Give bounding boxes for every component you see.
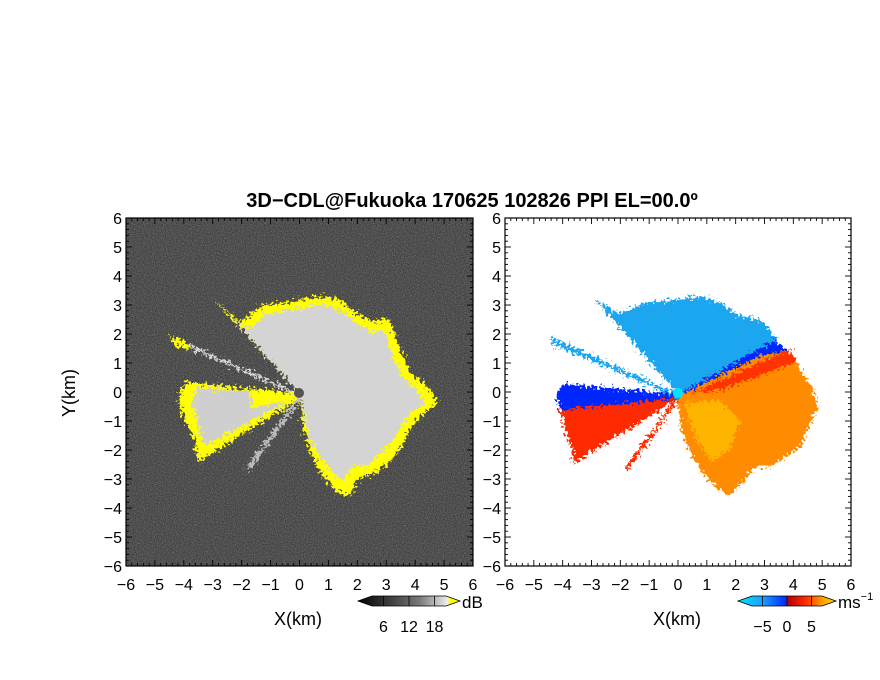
left-x-tick-label: 0	[295, 577, 304, 594]
left-x-tick-label: −2	[233, 577, 251, 594]
left-west-core	[250, 388, 300, 408]
left-x-tick-label: 5	[440, 577, 449, 594]
right-y-tick-label: −6	[483, 559, 501, 576]
left-echo-body	[232, 304, 426, 480]
right-y-tick-label: 3	[492, 298, 501, 315]
right-colorbar-tick-label: −5	[753, 619, 771, 636]
figure-title: 3D−CDL@Fukuoka 170625 102826 PPI EL=00.0…	[246, 190, 698, 212]
right-velocity-field	[548, 296, 818, 496]
right-y-tick-label: −5	[483, 530, 501, 547]
right-x-tick-label: 6	[847, 577, 856, 594]
left-y-tick-label: 3	[113, 298, 122, 315]
right-x-tick-label: 2	[731, 577, 740, 594]
left-x-tick-label: −4	[175, 577, 193, 594]
left-colorbar-unit: dB	[462, 593, 483, 612]
left-x-tick-label: −6	[117, 577, 135, 594]
right-southeast-red-edge	[690, 350, 796, 394]
left-spoke-nw	[170, 336, 300, 397]
right-x-tick-label: −6	[496, 577, 514, 594]
right-colorbar-ticks: −5 0 5	[753, 596, 816, 636]
right-x-tick-label: 5	[818, 577, 827, 594]
left-spoke-nw-rim	[170, 336, 190, 350]
right-tick-labels: −6 −5 −4 −3 −2 −1 0 1 2 3 4 5 6 −6 −5 −4 −3 −2 −1 0 1 2 3 4 5 6	[483, 211, 856, 594]
left-y-tick-label: −5	[104, 530, 122, 547]
left-x-tick-label: −5	[146, 577, 164, 594]
right-colorbar-unit-exponent: −1	[861, 591, 874, 603]
left-y-tick-label: 0	[113, 385, 122, 402]
left-y-tick-label: 5	[113, 240, 122, 257]
right-colorbar-tick-label: 5	[807, 619, 816, 636]
left-y-tick-label: −4	[104, 501, 122, 518]
right-x-tick-label: −3	[582, 577, 600, 594]
right-x-tick-label: −2	[611, 577, 629, 594]
right-y-tick-label: −3	[483, 472, 501, 489]
right-x-tick-label: 0	[674, 577, 683, 594]
left-colorbar-tick-label: 6	[379, 619, 388, 636]
right-y-tick-label: −4	[483, 501, 501, 518]
left-y-axis-label: Y(km)	[59, 369, 79, 417]
right-spoke-sw	[624, 396, 680, 470]
left-x-tick-label: 1	[324, 577, 333, 594]
left-y-tick-label: 6	[113, 211, 122, 228]
left-x-tick-label: 2	[353, 577, 362, 594]
left-y-tick-label: 1	[113, 356, 122, 373]
right-x-axis-label: X(km)	[653, 609, 701, 629]
right-radar-site	[673, 388, 683, 398]
right-southeast-bright	[684, 400, 740, 460]
right-y-tick-label: 4	[492, 269, 501, 286]
right-y-tick-label: 0	[492, 385, 501, 402]
right-panel: −6 −5 −4 −3 −2 −1 0 1 2 3 4 5 6 −6 −5 −4 −3 −2 −1 0 1 2 3 4 5 6 X…	[483, 211, 856, 629]
right-x-tick-label: −4	[554, 577, 572, 594]
left-tick-labels: −6 −5 −4 −3 −2 −1 0 1 2 3 4 5 6 −6 −5 −4 −3 −2 −1 0 1 2 3 4 5 6	[104, 211, 478, 594]
right-y-tick-label: −1	[483, 414, 501, 431]
right-y-tick-label: −2	[483, 443, 501, 460]
right-colorbar-unit-base: ms	[838, 593, 861, 612]
left-colorbar-tick-label: 18	[426, 619, 444, 636]
left-x-axis-label: X(km)	[274, 609, 322, 629]
left-spoke-sw	[246, 394, 302, 470]
right-y-tick-label: 6	[492, 211, 501, 228]
right-colorbar-tick-label: 0	[783, 619, 792, 636]
left-y-tick-label: 4	[113, 269, 122, 286]
left-x-tick-label: 4	[411, 577, 420, 594]
left-y-tick-label: −3	[104, 472, 122, 489]
left-axis-ticks	[125, 217, 474, 567]
right-colorbar-unit: ms−1	[838, 591, 873, 612]
right-west-red	[560, 398, 678, 464]
right-x-tick-label: −1	[640, 577, 658, 594]
right-axis-ticks	[504, 217, 852, 567]
right-colorbar: −5 0 5 ms−1	[736, 591, 873, 636]
right-x-tick-label: −5	[525, 577, 543, 594]
left-echo-field	[170, 296, 438, 496]
right-spoke-nw	[548, 336, 678, 398]
left-colorbar: 6 12 18 dB	[356, 593, 483, 636]
left-y-tick-label: 2	[113, 327, 122, 344]
right-x-tick-label: 4	[789, 577, 798, 594]
left-y-tick-label: −2	[104, 443, 122, 460]
right-y-tick-label: 1	[492, 356, 501, 373]
left-panel: −6 −5 −4 −3 −2 −1 0 1 2 3 4 5 6 −6 −5 −4 −3 −2 −1 0 1 2 3 4 5 6 X…	[59, 211, 478, 629]
left-x-tick-label: −3	[204, 577, 222, 594]
left-x-tick-label: −1	[261, 577, 279, 594]
left-colorbar-tick-label: 12	[400, 619, 418, 636]
left-x-tick-label: 3	[382, 577, 391, 594]
left-x-tick-label: 6	[469, 577, 478, 594]
right-x-tick-label: 3	[760, 577, 769, 594]
right-y-tick-label: 5	[492, 240, 501, 257]
left-radar-site	[294, 388, 304, 398]
right-x-tick-label: 1	[702, 577, 711, 594]
right-west-blue	[556, 384, 678, 414]
left-colorbar-ticks: 6 12 18	[379, 596, 444, 636]
right-y-tick-label: 2	[492, 327, 501, 344]
left-y-tick-label: −6	[104, 559, 122, 576]
left-y-tick-label: −1	[104, 414, 122, 431]
